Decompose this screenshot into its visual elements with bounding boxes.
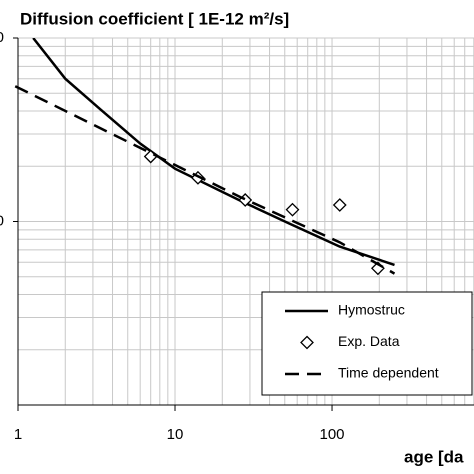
x-tick-label: 100 <box>320 426 345 443</box>
data-point <box>285 202 300 217</box>
legend-label: Hymostruc <box>338 302 405 318</box>
legend-label: Time dependent <box>338 365 439 381</box>
data-point <box>143 149 158 164</box>
data-point <box>332 198 347 212</box>
legend-swatch <box>300 335 314 350</box>
series-line <box>32 38 395 267</box>
x-axis-label: age [da <box>404 447 464 466</box>
y-tick-label: 0 <box>0 212 4 229</box>
y-tick-label: 0 <box>0 29 4 46</box>
plot-area <box>14 38 396 276</box>
chart-title: Diffusion coefficient [ 1E-12 m²/s] <box>20 9 289 28</box>
x-tick-label: 1 <box>14 426 22 443</box>
legend-box <box>261 291 473 396</box>
legend: Hymostruc Exp. Data Time dependent <box>261 291 473 396</box>
x-tick-label: 10 <box>167 426 184 443</box>
series-line <box>14 85 396 275</box>
legend-label: Exp. Data <box>338 333 400 349</box>
